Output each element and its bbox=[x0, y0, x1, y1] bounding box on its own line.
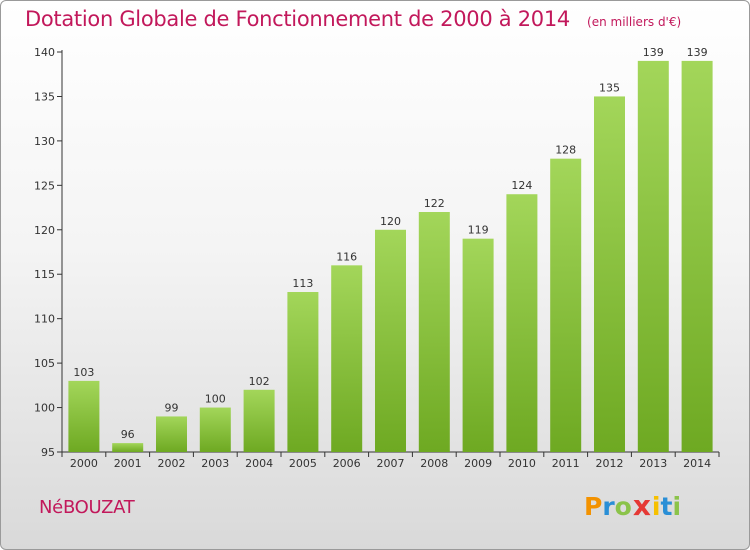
axes: 95 100 105 110 115 120 125 130 135 140 2000 2001 200… bbox=[34, 46, 720, 470]
data-label: 119 bbox=[468, 224, 489, 237]
x-tick-label: 2007 bbox=[377, 457, 405, 470]
y-tick-label: 140 bbox=[34, 46, 55, 59]
bar bbox=[681, 60, 713, 453]
bar bbox=[462, 238, 494, 452]
x-tick-label: 2014 bbox=[683, 457, 711, 470]
data-label: 124 bbox=[511, 179, 532, 192]
logo-letter: t bbox=[660, 492, 673, 521]
y-tick-label: 125 bbox=[34, 179, 55, 192]
data-label: 128 bbox=[555, 144, 576, 157]
y-tick-label: 115 bbox=[34, 268, 55, 281]
x-tick-label: 2008 bbox=[420, 457, 448, 470]
bar bbox=[287, 292, 319, 452]
data-label: 103 bbox=[73, 366, 94, 379]
data-label: 116 bbox=[336, 250, 357, 263]
logo-letter: i bbox=[651, 492, 661, 521]
data-label: 139 bbox=[643, 46, 664, 59]
bars bbox=[68, 60, 713, 453]
bar bbox=[550, 158, 582, 452]
y-tick-label: 110 bbox=[34, 313, 55, 326]
bar bbox=[199, 407, 231, 452]
chart-subtitle: (en milliers d'€) bbox=[587, 15, 682, 29]
title-row: Dotation Globale de Fonctionnement de 20… bbox=[25, 7, 681, 31]
x-tick-label: 2003 bbox=[201, 457, 229, 470]
proxiti-logo: Proxiti bbox=[584, 489, 681, 522]
logo-letter: r bbox=[602, 492, 615, 521]
y-tick-label: 135 bbox=[34, 90, 55, 103]
bar bbox=[418, 212, 450, 452]
data-labels: 103 96 99 100 102 113 116 120 122 119 124 128 135 139… bbox=[73, 46, 707, 441]
data-label: 122 bbox=[424, 197, 445, 210]
x-tick-label: 2010 bbox=[508, 457, 536, 470]
data-label: 102 bbox=[249, 375, 270, 388]
bar bbox=[375, 229, 406, 452]
bar bbox=[68, 380, 100, 452]
bar bbox=[331, 265, 363, 452]
x-tick-label: 2009 bbox=[464, 457, 492, 470]
y-tick-label: 100 bbox=[34, 402, 55, 415]
data-label: 135 bbox=[599, 81, 620, 94]
y-tick-label: 105 bbox=[34, 357, 55, 370]
logo-letter: x bbox=[632, 489, 651, 522]
bar bbox=[594, 96, 625, 452]
x-tick-label: 2000 bbox=[70, 457, 98, 470]
bar bbox=[156, 416, 187, 452]
x-tick-label: 2011 bbox=[552, 457, 580, 470]
bar bbox=[112, 443, 144, 452]
data-label: 96 bbox=[121, 428, 135, 441]
bar bbox=[243, 389, 275, 452]
data-label: 113 bbox=[292, 277, 313, 290]
bar bbox=[637, 60, 669, 453]
chart-title: Dotation Globale de Fonctionnement de 20… bbox=[25, 7, 570, 31]
x-tick-label: 2006 bbox=[333, 457, 361, 470]
commune-name: NéBOUZAT bbox=[39, 497, 135, 518]
x-tick-label: 2012 bbox=[596, 457, 624, 470]
y-tick-label: 120 bbox=[34, 224, 55, 237]
logo-letter: i bbox=[672, 492, 682, 521]
x-tick-label: 2002 bbox=[158, 457, 186, 470]
x-tick-label: 2013 bbox=[639, 457, 667, 470]
y-tick-label: 95 bbox=[41, 446, 55, 459]
x-tick-label: 2005 bbox=[289, 457, 317, 470]
data-label: 100 bbox=[205, 393, 226, 406]
x-tick-label: 2001 bbox=[114, 457, 142, 470]
y-tick-label: 130 bbox=[34, 135, 55, 148]
logo-letter: P bbox=[584, 492, 603, 521]
x-tick-label: 2004 bbox=[245, 457, 273, 470]
bar bbox=[506, 194, 538, 452]
data-label: 139 bbox=[687, 46, 708, 59]
data-label: 120 bbox=[380, 215, 401, 228]
logo-letter: o bbox=[614, 492, 632, 521]
data-label: 99 bbox=[165, 401, 179, 414]
